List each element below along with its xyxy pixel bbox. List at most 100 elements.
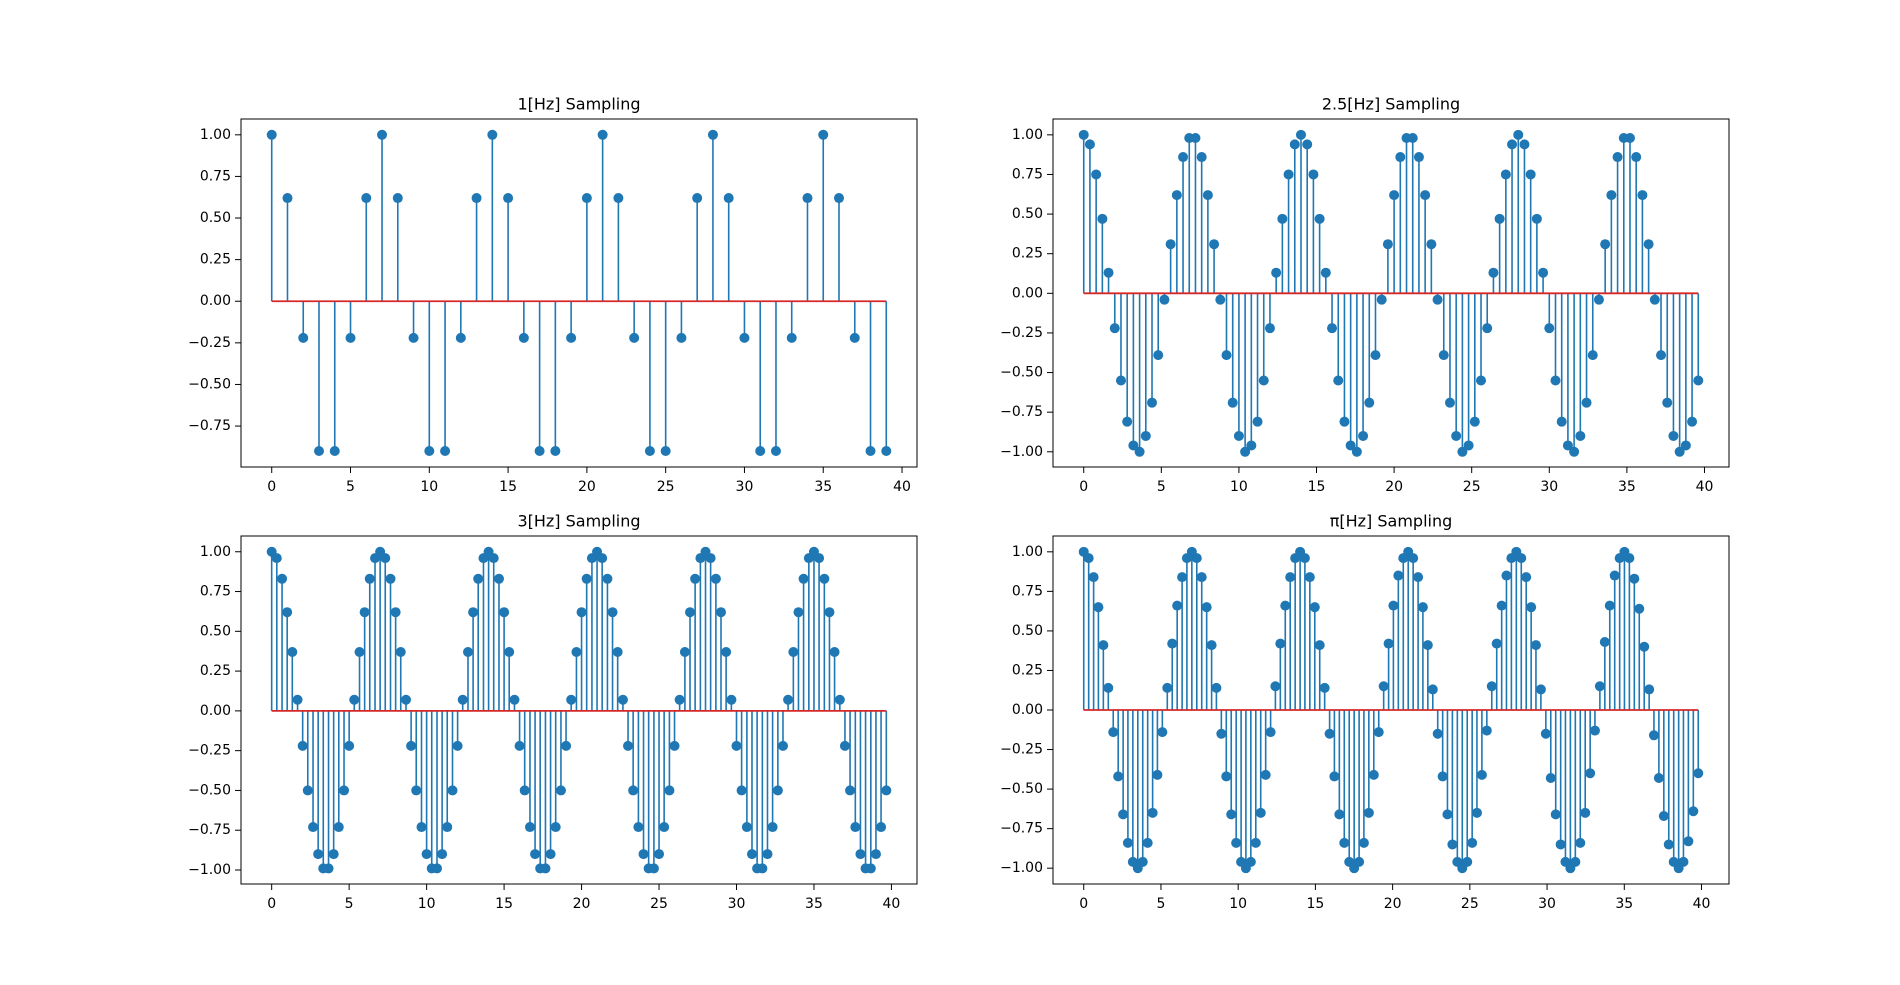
stem-marker xyxy=(1283,169,1294,180)
y-tick-label: −0.25 xyxy=(188,335,231,351)
stem-marker xyxy=(344,740,355,751)
stem-marker xyxy=(676,332,687,343)
stem-marker xyxy=(669,740,680,751)
y-tick-label: 0.75 xyxy=(200,584,231,600)
stem-marker xyxy=(545,849,556,860)
stem-marker xyxy=(442,822,453,833)
stem-marker xyxy=(377,129,388,140)
stem-marker xyxy=(1486,681,1497,692)
stem-marker xyxy=(1407,133,1418,144)
stem-marker xyxy=(1447,839,1458,850)
stem-marker xyxy=(1420,190,1431,201)
stem-marker xyxy=(1530,640,1541,651)
stem-marker xyxy=(777,740,788,751)
stem-marker xyxy=(1457,446,1468,457)
x-tick-label: 25 xyxy=(650,896,668,912)
stem-marker xyxy=(1488,267,1499,278)
stem-marker xyxy=(876,822,887,833)
stem-marker xyxy=(266,129,277,140)
stem-marker xyxy=(1327,323,1338,334)
stem-marker xyxy=(437,849,448,860)
stem-marker xyxy=(503,193,514,204)
stem-marker xyxy=(1351,446,1362,457)
stem-marker xyxy=(1634,603,1645,614)
stem-marker xyxy=(333,822,344,833)
stem-marker xyxy=(1637,190,1648,201)
stem-marker xyxy=(1258,375,1269,386)
x-tick-label: 10 xyxy=(1229,896,1247,912)
stem-marker xyxy=(1339,416,1350,427)
stem-marker xyxy=(440,446,451,457)
x-tick-label: 15 xyxy=(1306,896,1324,912)
stem-marker xyxy=(424,446,435,457)
stem-marker xyxy=(1345,440,1356,451)
stem-marker xyxy=(416,822,427,833)
stem-marker xyxy=(786,332,797,343)
stem-marker xyxy=(576,607,587,618)
stem-marker xyxy=(1600,239,1611,250)
stem-marker xyxy=(1134,446,1145,457)
stem-marker xyxy=(1320,267,1331,278)
stem-marker xyxy=(716,607,727,618)
plot-area xyxy=(1078,129,1704,457)
stem-marker xyxy=(287,647,298,657)
stem-marker xyxy=(723,193,734,204)
stem-marker xyxy=(392,193,403,204)
stem-marker xyxy=(1246,440,1257,451)
stem-marker xyxy=(1191,553,1202,564)
y-tick-label: 0.25 xyxy=(200,252,231,268)
stem-marker xyxy=(1550,375,1561,386)
stem-marker xyxy=(1663,839,1674,850)
x-tick-label: 20 xyxy=(578,479,596,495)
stem-marker xyxy=(1680,440,1691,451)
y-tick-label: −0.50 xyxy=(1000,781,1043,797)
stem-marker xyxy=(1507,139,1518,150)
stem-marker xyxy=(1649,294,1660,305)
y-tick-label: 0.00 xyxy=(1012,285,1043,301)
stem-marker xyxy=(819,573,830,584)
stem-marker xyxy=(1118,809,1129,820)
x-tick-label: 5 xyxy=(1156,896,1165,912)
stem-marker xyxy=(1364,397,1375,408)
stem-marker xyxy=(770,446,781,457)
stem-marker xyxy=(881,446,892,457)
y-tick-label: 0.50 xyxy=(200,210,231,226)
stem-marker xyxy=(849,332,860,343)
stem-marker xyxy=(421,849,432,860)
x-tick-label: 0 xyxy=(1079,479,1088,495)
y-tick-label: −0.75 xyxy=(1000,404,1043,420)
y-tick-label: 1.00 xyxy=(1012,544,1043,560)
stem-marker xyxy=(1295,129,1306,140)
y-tick-label: −0.75 xyxy=(188,822,231,838)
stem-marker xyxy=(818,129,829,140)
x-tick-label: 20 xyxy=(1384,896,1402,912)
x-tick-label: 25 xyxy=(657,479,675,495)
stem-marker xyxy=(1265,727,1276,738)
y-tick-label: 0.00 xyxy=(200,703,231,719)
stem-marker xyxy=(447,785,458,796)
stem-marker xyxy=(1491,638,1502,649)
stem-marker xyxy=(1211,682,1222,693)
stem-marker xyxy=(597,553,608,564)
stem-marker xyxy=(1609,570,1620,581)
stem-marker xyxy=(1289,139,1300,150)
stem-marker xyxy=(1538,267,1549,278)
stem-marker xyxy=(1171,190,1182,201)
stem-marker xyxy=(364,573,375,584)
y-tick-label: −1.00 xyxy=(188,862,231,878)
x-tick-label: 0 xyxy=(267,479,276,495)
stem-marker xyxy=(524,822,535,833)
stem-marker xyxy=(881,785,892,796)
stem-marker xyxy=(282,607,293,618)
stem-marker xyxy=(1314,213,1325,224)
stem-marker xyxy=(1354,856,1365,867)
stem-marker xyxy=(1629,573,1640,584)
stem-marker xyxy=(1482,323,1493,334)
stem-marker xyxy=(395,647,406,657)
stem-marker xyxy=(707,129,718,140)
stem-marker xyxy=(629,332,640,343)
stem-marker xyxy=(736,785,747,796)
stem-marker xyxy=(277,573,288,584)
stem-marker xyxy=(865,863,876,874)
stem-marker xyxy=(1108,727,1119,738)
